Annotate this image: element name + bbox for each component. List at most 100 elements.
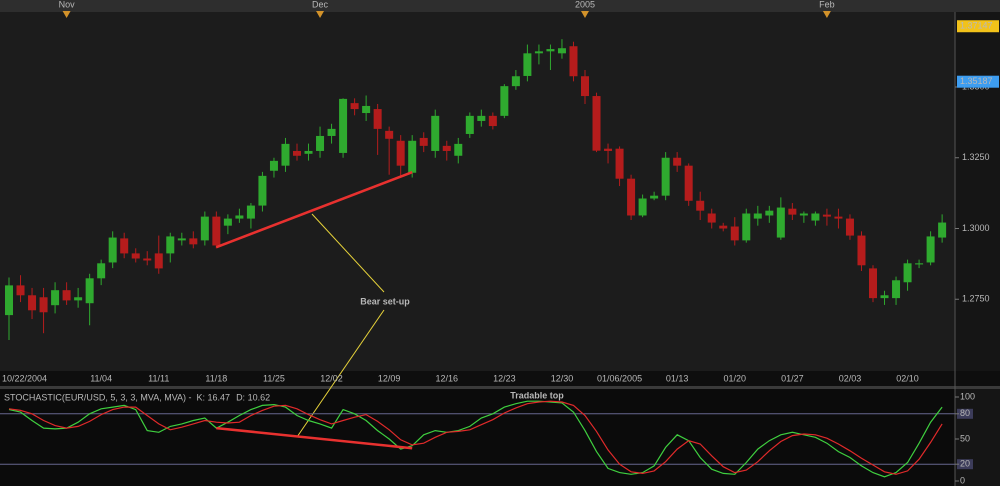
candle-body (5, 285, 13, 316)
x-tick-label: 11/25 (263, 373, 285, 383)
candle-body (707, 213, 716, 223)
annotation: Bear set-up (360, 296, 410, 306)
candle-body (350, 103, 359, 110)
candle-body (511, 76, 520, 87)
candle-body (28, 295, 37, 311)
price-marker-label: 1.37147 (960, 21, 993, 31)
month-marker (822, 11, 831, 18)
candle-body (373, 109, 382, 129)
y-tick-label: 1.2750 (962, 294, 990, 304)
month-marker (581, 11, 589, 18)
candle-body (143, 258, 152, 261)
x-tick-label: 12/23 (493, 373, 516, 383)
indicator-title: STOCHASTIC(EUR/USD, 5, 3, 3, MVA, MVA) - (4, 392, 192, 402)
x-tick-label: 02/03 (839, 373, 862, 383)
x-tick-label: 12/02 (320, 373, 343, 383)
candle-body (569, 46, 578, 77)
date-bar (0, 371, 1000, 386)
candle-body (293, 150, 301, 156)
y-tick-label: 100 (960, 391, 975, 401)
candle-body (246, 205, 255, 219)
candle-body (765, 210, 774, 216)
panel-divider (0, 386, 1000, 389)
x-tick-label: 01/27 (781, 373, 804, 383)
candle-body (419, 137, 428, 146)
x-tick-label: 12/16 (435, 373, 458, 383)
candle-body (500, 86, 509, 116)
candle-body (938, 222, 947, 238)
indicator-panel (0, 389, 1000, 486)
annotation-leader (311, 213, 385, 293)
candle-body (327, 128, 336, 136)
annotation: Tradable top (510, 390, 564, 400)
candle-body (926, 236, 935, 263)
candle-body (557, 48, 566, 54)
candle-body (74, 297, 83, 301)
month-marker (62, 11, 71, 18)
candle-body (811, 213, 820, 221)
candle-body (892, 280, 901, 299)
candle-body (742, 213, 751, 241)
month-label: Nov (59, 0, 76, 9)
x-tick-label: 01/20 (723, 373, 746, 383)
candle-body (339, 98, 348, 153)
candle-body (799, 213, 808, 216)
candle-body (604, 148, 613, 151)
x-tick-label: 12/09 (378, 373, 401, 383)
candle-body (822, 214, 831, 217)
candle-body (627, 178, 636, 216)
candle-body (638, 198, 647, 216)
price-marker (957, 75, 999, 88)
candle-body (97, 263, 106, 279)
month-label: 2005 (575, 0, 595, 9)
candle-body (661, 157, 670, 196)
candle-body (431, 115, 440, 151)
candle-body (281, 143, 290, 166)
candle-body (719, 225, 728, 229)
candle-body (903, 263, 912, 283)
indicator-readout: K: 16.47 (197, 392, 231, 402)
trend-line (215, 171, 413, 249)
candle-body (880, 295, 889, 299)
candle-body (454, 143, 463, 156)
candle-body (62, 290, 71, 301)
candle-body (108, 237, 117, 263)
x-tick-label: 01/13 (666, 373, 689, 383)
price-marker-label: 1.35187 (960, 76, 993, 86)
time-bar (0, 0, 1000, 12)
price-marker (957, 20, 999, 33)
candle-body (834, 216, 843, 219)
level-tag (957, 459, 973, 470)
stochastic-line (8, 400, 943, 478)
candle-body (788, 208, 797, 215)
y-tick-label: 50 (960, 433, 970, 443)
indicator-readout: D: 10.62 (236, 392, 270, 402)
candle-body (534, 51, 543, 54)
month-label: Dec (312, 0, 329, 9)
month-label: Feb (819, 0, 835, 9)
x-tick-label: 11/11 (148, 373, 169, 383)
candle-body (51, 290, 60, 306)
price-axis (955, 12, 1000, 371)
candle-body (396, 140, 405, 166)
candle-body (385, 130, 394, 139)
candle-body (442, 145, 451, 151)
x-tick-label: 11/18 (205, 373, 227, 383)
candle-body (477, 115, 486, 121)
candle-body (166, 236, 175, 254)
month-marker (316, 11, 325, 18)
candle-body (154, 253, 163, 269)
candle-body (523, 53, 532, 76)
y-tick-label: 80 (960, 408, 970, 418)
x-tick-label: 11/04 (90, 373, 112, 383)
x-tick-label: 12/30 (551, 373, 574, 383)
candle-body (546, 49, 555, 52)
candle-body (269, 160, 278, 171)
candle-body (235, 215, 244, 219)
candle-body (212, 216, 221, 246)
candle-body (730, 226, 739, 241)
stochastic-line (8, 400, 943, 475)
candle-body (869, 268, 877, 299)
candle-body (592, 96, 601, 151)
